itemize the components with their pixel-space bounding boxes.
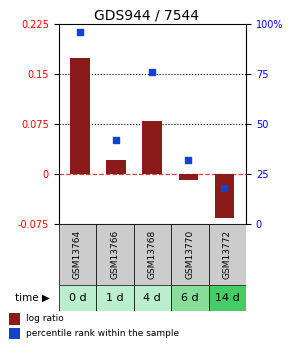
Bar (209, 224, 246, 285)
Point (78, 29, 83, 35)
Bar (142, 121, 162, 174)
Bar (134, 285, 171, 310)
Text: GSM13772: GSM13772 (223, 230, 232, 279)
Text: GSM13768: GSM13768 (148, 230, 157, 279)
Bar (178, 174, 198, 179)
Bar (59, 285, 96, 310)
Bar (59, 224, 96, 285)
Text: GSM13770: GSM13770 (185, 230, 194, 279)
Point (150, 69, 155, 75)
Bar (209, 285, 246, 310)
Bar (96, 224, 134, 285)
Text: 14 d: 14 d (215, 293, 240, 303)
Bar (96, 285, 134, 310)
Text: GSM13764: GSM13764 (73, 230, 82, 279)
Bar (214, 174, 234, 218)
Point (186, 157, 191, 163)
Point (114, 137, 119, 143)
Text: log ratio: log ratio (26, 315, 64, 324)
Bar (171, 285, 209, 310)
Point (222, 186, 227, 191)
Bar (106, 159, 126, 174)
Text: percentile rank within the sample: percentile rank within the sample (26, 329, 179, 338)
Bar (171, 224, 209, 285)
Text: 6 d: 6 d (181, 293, 199, 303)
Bar (70, 58, 90, 174)
Text: time ▶: time ▶ (15, 293, 50, 303)
Text: 0 d: 0 d (69, 293, 86, 303)
Text: GDS944 / 7544: GDS944 / 7544 (94, 9, 199, 23)
Text: 4 d: 4 d (144, 293, 161, 303)
Text: GSM13766: GSM13766 (110, 230, 119, 279)
Bar (134, 224, 171, 285)
Bar (9, 328, 20, 339)
Bar (9, 313, 20, 325)
Text: 1 d: 1 d (106, 293, 124, 303)
